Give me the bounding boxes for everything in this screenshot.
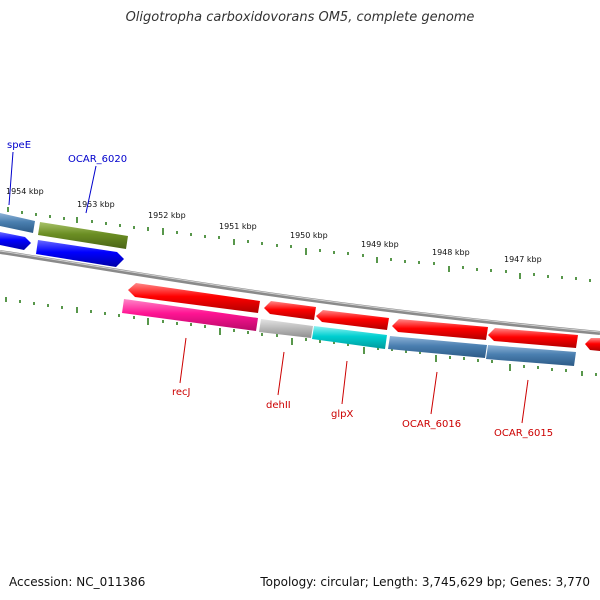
scale-label-1951: 1951 kbp [219,222,257,231]
lower-tick-track [5,297,597,376]
gene-red-5[interactable] [488,328,578,348]
upper-tick-track [7,207,591,282]
leader-OCAR_6020 [85,165,97,214]
gene-label-dehII[interactable]: dehII [266,400,291,411]
scale-label-1948: 1948 kbp [432,248,470,257]
gene-OCAR_6015[interactable] [486,345,576,366]
accession-text: Accession: NC_011386 [9,575,146,589]
map-title: Oligotropha carboxidovorans OM5, complet… [125,10,475,25]
gene-label-OCAR_6016[interactable]: OCAR_6016 [402,419,461,430]
leader-OCAR_6016 [430,371,438,415]
gene-glpX[interactable] [312,326,387,349]
scale-label-1950: 1950 kbp [290,231,328,240]
leader-dehII [277,351,285,396]
leader-recJ [179,337,187,384]
gene-speE[interactable] [0,232,31,250]
gene-label-recJ[interactable]: recJ [172,387,191,398]
leader-speE [8,151,14,206]
leader-glpX [341,360,348,405]
scale-label-1952: 1952 kbp [148,211,186,220]
genome-backbone [0,250,600,335]
gene-label-speE[interactable]: speE [7,140,31,151]
gene-red-3[interactable] [316,310,389,330]
gene-OCAR_6016[interactable] [388,336,487,358]
gene-OCAR_6020[interactable] [38,222,128,249]
gene-recJ[interactable] [122,299,258,331]
gene-label-OCAR_6020[interactable]: OCAR_6020 [68,154,127,165]
gene-blue-forward[interactable] [36,240,124,267]
scale-label-1954: 1954 kbp [6,187,44,196]
gene-red-4[interactable] [392,319,488,340]
gene-label-glpX[interactable]: glpX [331,409,353,420]
scale-label-1949: 1949 kbp [361,240,399,249]
gene-red-2[interactable] [264,301,316,320]
gene-dehII[interactable] [259,319,313,338]
scale-label-1953: 1953 kbp [77,200,115,209]
gene-steel-left-upper[interactable] [0,213,35,233]
leader-OCAR_6015 [521,379,529,424]
gene-recJ-reverse-red[interactable] [128,283,260,313]
scale-label-1947: 1947 kbp [504,255,542,264]
gene-red-6[interactable] [585,338,600,351]
gene-label-OCAR_6015[interactable]: OCAR_6015 [494,428,553,439]
genome-summary-text: Topology: circular; Length: 3,745,629 bp… [260,575,590,589]
